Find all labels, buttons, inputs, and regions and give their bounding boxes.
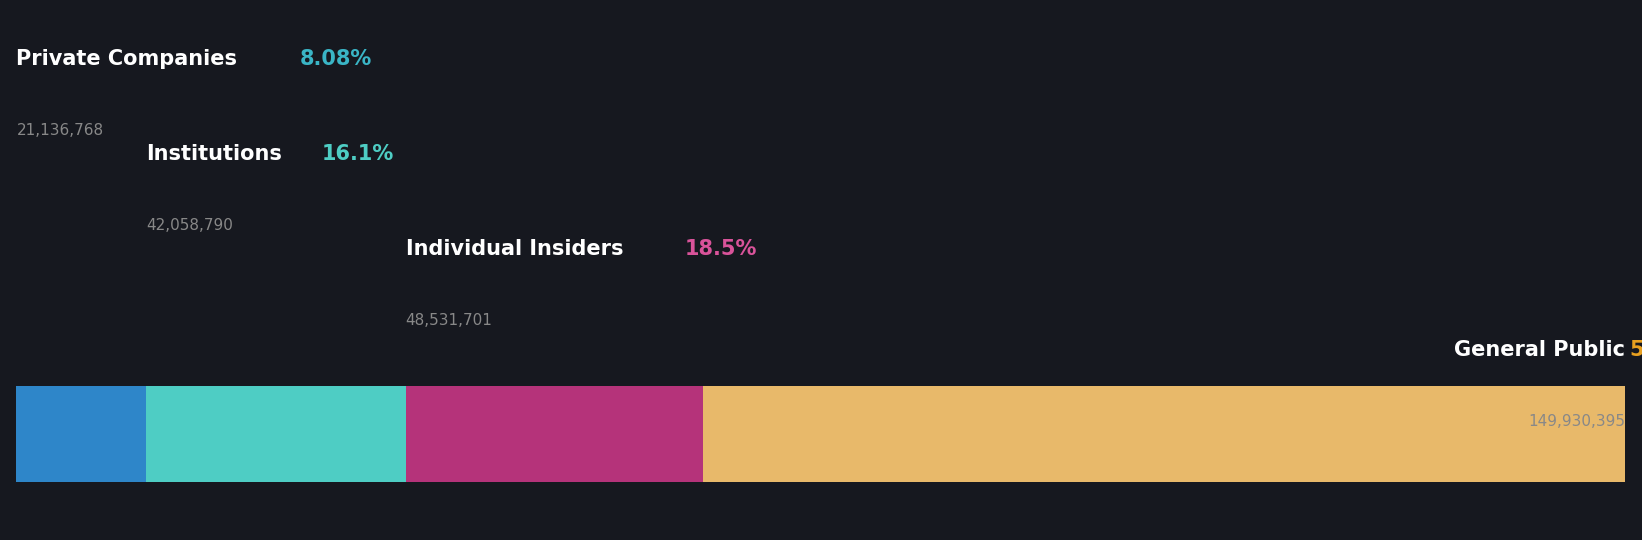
Text: 57.3%: 57.3% <box>1629 340 1642 360</box>
Text: 21,136,768: 21,136,768 <box>16 123 103 138</box>
Text: 18.5%: 18.5% <box>685 239 757 259</box>
Text: Individual Insiders: Individual Insiders <box>406 239 622 259</box>
Text: 16.1%: 16.1% <box>322 144 394 164</box>
Bar <box>703 387 1626 482</box>
Bar <box>406 387 703 482</box>
Bar <box>146 387 406 482</box>
Text: 8.08%: 8.08% <box>300 49 373 69</box>
Text: General Public: General Public <box>1455 340 1626 360</box>
Text: 42,058,790: 42,058,790 <box>146 218 233 233</box>
Text: 48,531,701: 48,531,701 <box>406 313 493 328</box>
Text: Institutions: Institutions <box>146 144 282 164</box>
Text: 149,930,395: 149,930,395 <box>1529 414 1626 429</box>
Text: Private Companies: Private Companies <box>16 49 238 69</box>
Bar <box>16 387 146 482</box>
